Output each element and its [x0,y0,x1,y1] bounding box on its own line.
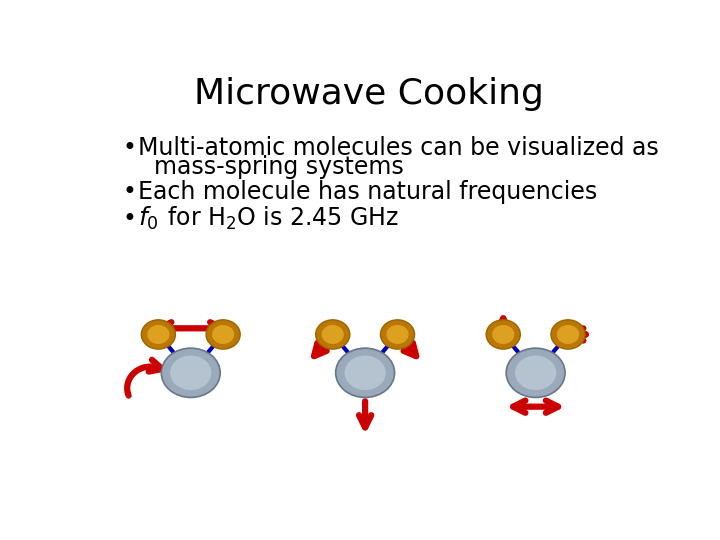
Text: Each molecule has natural frequencies: Each molecule has natural frequencies [138,180,598,204]
Ellipse shape [170,355,212,390]
Ellipse shape [161,348,220,397]
Text: •: • [122,136,136,160]
Ellipse shape [557,325,579,344]
Text: Multi-atomic molecules can be visualized as: Multi-atomic molecules can be visualized… [138,136,659,160]
Ellipse shape [315,320,350,349]
Ellipse shape [492,325,514,344]
Text: $f_0$: $f_0$ [138,205,158,232]
Ellipse shape [322,325,344,344]
Ellipse shape [148,325,169,344]
Ellipse shape [141,320,176,349]
Ellipse shape [515,355,557,390]
Ellipse shape [506,348,565,397]
Text: for H$_2$O is 2.45 GHz: for H$_2$O is 2.45 GHz [160,205,399,232]
Ellipse shape [380,320,415,349]
Ellipse shape [212,325,234,344]
Text: mass-spring systems: mass-spring systems [153,155,403,179]
Text: Microwave Cooking: Microwave Cooking [194,77,544,111]
Ellipse shape [387,325,408,344]
Ellipse shape [486,320,521,349]
Ellipse shape [344,355,386,390]
Text: •: • [122,207,136,231]
Ellipse shape [551,320,585,349]
Text: •: • [122,180,136,204]
Ellipse shape [336,348,395,397]
Ellipse shape [206,320,240,349]
